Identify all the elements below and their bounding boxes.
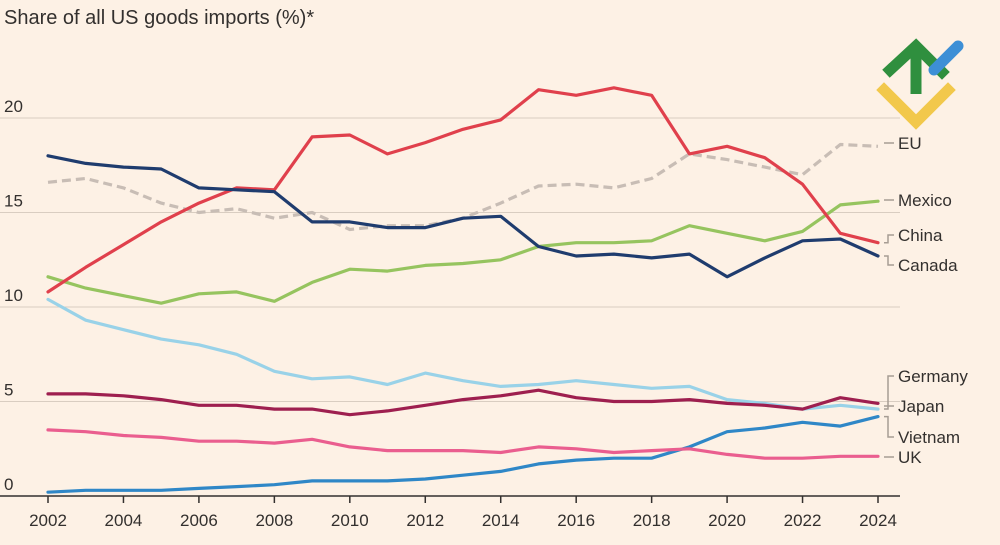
- x-tick-2016: 2016: [557, 511, 595, 530]
- x-tick-2018: 2018: [633, 511, 671, 530]
- series-label-germany: Germany: [898, 367, 968, 386]
- x-tick-labels: 2002 2004 2006 2008 2010 2012 2014 2016 2018 2020…: [29, 496, 897, 530]
- series-line-germany: [46, 297, 880, 411]
- series-lines: [46, 86, 880, 494]
- x-tick-2006: 2006: [180, 511, 218, 530]
- series-label-eu: EU: [898, 134, 922, 153]
- series-label-canada: Canada: [898, 256, 958, 275]
- series-line-china: [46, 86, 880, 294]
- grid: [0, 117, 900, 497]
- leader-china: [884, 234, 894, 244]
- leader-germany: [884, 375, 894, 410]
- series-line-canada: [46, 154, 880, 279]
- series-label-vietnam: Vietnam: [898, 428, 960, 447]
- brand-logo: [876, 38, 964, 130]
- series-line-uk: [46, 428, 880, 460]
- x-tick-2008: 2008: [255, 511, 293, 530]
- series-line-japan: [46, 388, 880, 417]
- series-label-china: China: [898, 226, 943, 245]
- x-tick-2020: 2020: [708, 511, 746, 530]
- series-label-uk: UK: [898, 448, 922, 467]
- y-tick-labels: 0 5 10 15 20: [4, 97, 23, 494]
- series-line-mexico: [46, 199, 880, 305]
- y-tick-20: 20: [4, 97, 23, 116]
- x-tick-2022: 2022: [784, 511, 822, 530]
- y-tick-10: 10: [4, 286, 23, 305]
- series-label-japan: Japan: [898, 397, 944, 416]
- x-tick-2010: 2010: [331, 511, 369, 530]
- y-tick-0: 0: [4, 475, 13, 494]
- x-tick-2014: 2014: [482, 511, 520, 530]
- y-tick-5: 5: [4, 381, 13, 400]
- series-label-mexico: Mexico: [898, 191, 952, 210]
- x-tick-2024: 2024: [859, 511, 897, 530]
- chart-title: Share of all US goods imports (%)*: [4, 7, 314, 29]
- y-tick-15: 15: [4, 192, 23, 211]
- leader-vietnam: [884, 415, 894, 438]
- x-tick-2012: 2012: [406, 511, 444, 530]
- leader-canada: [884, 255, 894, 266]
- x-tick-2004: 2004: [105, 511, 143, 530]
- series-line-vietnam: [46, 415, 880, 494]
- label-leaders: [884, 142, 894, 458]
- x-tick-2002: 2002: [29, 511, 67, 530]
